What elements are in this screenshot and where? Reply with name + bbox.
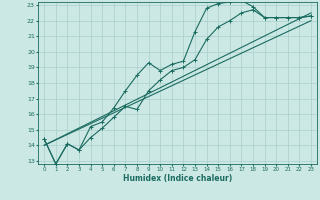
X-axis label: Humidex (Indice chaleur): Humidex (Indice chaleur)	[123, 174, 232, 183]
